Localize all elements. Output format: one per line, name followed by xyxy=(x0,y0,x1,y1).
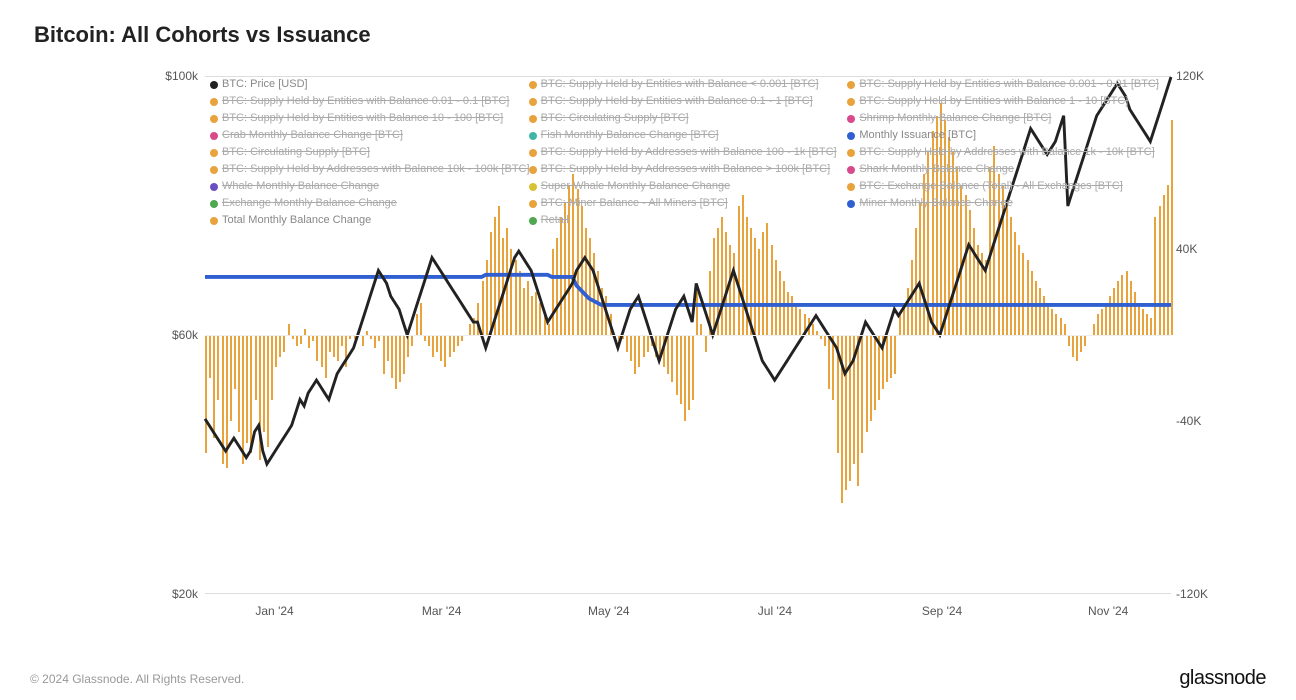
legend: BTC: Price [USD]BTC: Supply Held by Enti… xyxy=(210,76,1166,229)
legend-label: BTC: Supply Held by Addresses with Balan… xyxy=(222,161,529,178)
legend-label: BTC: Supply Held by Addresses with Balan… xyxy=(859,144,1154,161)
legend-label: BTC: Supply Held by Addresses with Balan… xyxy=(541,144,837,161)
legend-item[interactable]: BTC: Supply Held by Entities with Balanc… xyxy=(847,76,1166,93)
legend-item[interactable]: BTC: Circulating Supply [BTC] xyxy=(529,110,848,127)
legend-label: BTC: Supply Held by Entities with Balanc… xyxy=(541,76,819,93)
x-tick: Mar '24 xyxy=(422,604,462,618)
legend-label: BTC: Exchange Balance (Total) - All Exch… xyxy=(859,178,1123,195)
legend-label: BTC: Supply Held by Entities with Balanc… xyxy=(222,110,503,127)
legend-item[interactable]: BTC: Supply Held by Entities with Balanc… xyxy=(529,93,848,110)
chart: BTC: Price [USD]BTC: Supply Held by Enti… xyxy=(30,66,1266,636)
brand-logo: glassnode xyxy=(1179,667,1266,690)
legend-label: Shark Monthly Balance Change xyxy=(859,161,1014,178)
legend-item[interactable]: Total Monthly Balance Change xyxy=(210,212,529,229)
legend-item[interactable]: BTC: Supply Held by Entities with Balanc… xyxy=(847,93,1166,110)
legend-item[interactable]: BTC: Supply Held by Addresses with Balan… xyxy=(529,144,848,161)
legend-item[interactable]: Shrimp Monthly Balance Change [BTC] xyxy=(847,110,1166,127)
x-tick: Jul '24 xyxy=(758,604,792,618)
legend-item[interactable]: BTC: Circulating Supply [BTC] xyxy=(210,144,529,161)
legend-item[interactable]: Whale Monthly Balance Change xyxy=(210,178,529,195)
legend-item[interactable]: BTC: Price [USD] xyxy=(210,76,529,93)
y-right-tick: -40K xyxy=(1176,414,1216,428)
legend-item[interactable]: Shark Monthly Balance Change xyxy=(847,161,1166,178)
legend-label: BTC: Supply Held by Addresses with Balan… xyxy=(541,161,831,178)
legend-label: BTC: Supply Held by Entities with Balanc… xyxy=(859,76,1159,93)
legend-label: BTC: Supply Held by Entities with Balanc… xyxy=(222,93,509,110)
legend-item[interactable]: BTC: Supply Held by Entities with Balanc… xyxy=(210,110,529,127)
legend-item[interactable] xyxy=(847,212,1166,229)
legend-label: Miner Monthly Balance Change xyxy=(859,195,1012,212)
legend-item[interactable]: BTC: Supply Held by Entities with Balanc… xyxy=(210,93,529,110)
y-right-tick: -120K xyxy=(1176,587,1216,601)
x-tick: Sep '24 xyxy=(922,604,962,618)
legend-label: Whale Monthly Balance Change xyxy=(222,178,379,195)
legend-label: Shrimp Monthly Balance Change [BTC] xyxy=(859,110,1051,127)
legend-label: Retail xyxy=(541,212,569,229)
legend-item[interactable]: Crab Monthly Balance Change [BTC] xyxy=(210,127,529,144)
legend-label: BTC: Circulating Supply [BTC] xyxy=(541,110,689,127)
page-title: Bitcoin: All Cohorts vs Issuance xyxy=(34,22,1266,48)
legend-label: Crab Monthly Balance Change [BTC] xyxy=(222,127,403,144)
legend-item[interactable]: BTC: Miner Balance - All Miners [BTC] xyxy=(529,195,848,212)
legend-item[interactable]: BTC: Exchange Balance (Total) - All Exch… xyxy=(847,178,1166,195)
legend-item[interactable]: Monthly Issuance [BTC] xyxy=(847,127,1166,144)
legend-item[interactable]: Exchange Monthly Balance Change xyxy=(210,195,529,212)
y-right-tick: 40K xyxy=(1176,242,1216,256)
legend-label: Total Monthly Balance Change xyxy=(222,212,371,229)
legend-item[interactable]: Fish Monthly Balance Change [BTC] xyxy=(529,127,848,144)
legend-label: BTC: Circulating Supply [BTC] xyxy=(222,144,370,161)
y-left-tick: $100k xyxy=(158,69,198,83)
legend-item[interactable]: Miner Monthly Balance Change xyxy=(847,195,1166,212)
x-tick: May '24 xyxy=(588,604,630,618)
legend-item[interactable]: Super Whale Monthly Balance Change xyxy=(529,178,848,195)
legend-label: Monthly Issuance [BTC] xyxy=(859,127,976,144)
legend-label: BTC: Supply Held by Entities with Balanc… xyxy=(859,93,1128,110)
legend-label: BTC: Supply Held by Entities with Balanc… xyxy=(541,93,813,110)
legend-label: Exchange Monthly Balance Change xyxy=(222,195,397,212)
legend-item[interactable]: Retail xyxy=(529,212,848,229)
legend-item[interactable]: BTC: Supply Held by Addresses with Balan… xyxy=(847,144,1166,161)
legend-item[interactable]: BTC: Supply Held by Addresses with Balan… xyxy=(529,161,848,178)
legend-label: BTC: Price [USD] xyxy=(222,76,308,93)
x-tick: Jan '24 xyxy=(255,604,293,618)
legend-label: BTC: Miner Balance - All Miners [BTC] xyxy=(541,195,728,212)
legend-item[interactable]: BTC: Supply Held by Entities with Balanc… xyxy=(529,76,848,93)
legend-item[interactable]: BTC: Supply Held by Addresses with Balan… xyxy=(210,161,529,178)
y-left-tick: $60k xyxy=(158,328,198,342)
y-left-tick: $20k xyxy=(158,587,198,601)
legend-label: Super Whale Monthly Balance Change xyxy=(541,178,731,195)
y-right-tick: 120K xyxy=(1176,69,1216,83)
legend-label: Fish Monthly Balance Change [BTC] xyxy=(541,127,719,144)
x-tick: Nov '24 xyxy=(1088,604,1128,618)
copyright: © 2024 Glassnode. All Rights Reserved. xyxy=(30,672,244,686)
